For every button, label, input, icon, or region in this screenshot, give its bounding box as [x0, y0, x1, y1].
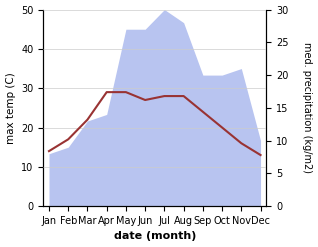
X-axis label: date (month): date (month): [114, 231, 196, 242]
Y-axis label: med. precipitation (kg/m2): med. precipitation (kg/m2): [302, 42, 313, 173]
Y-axis label: max temp (C): max temp (C): [5, 72, 16, 144]
